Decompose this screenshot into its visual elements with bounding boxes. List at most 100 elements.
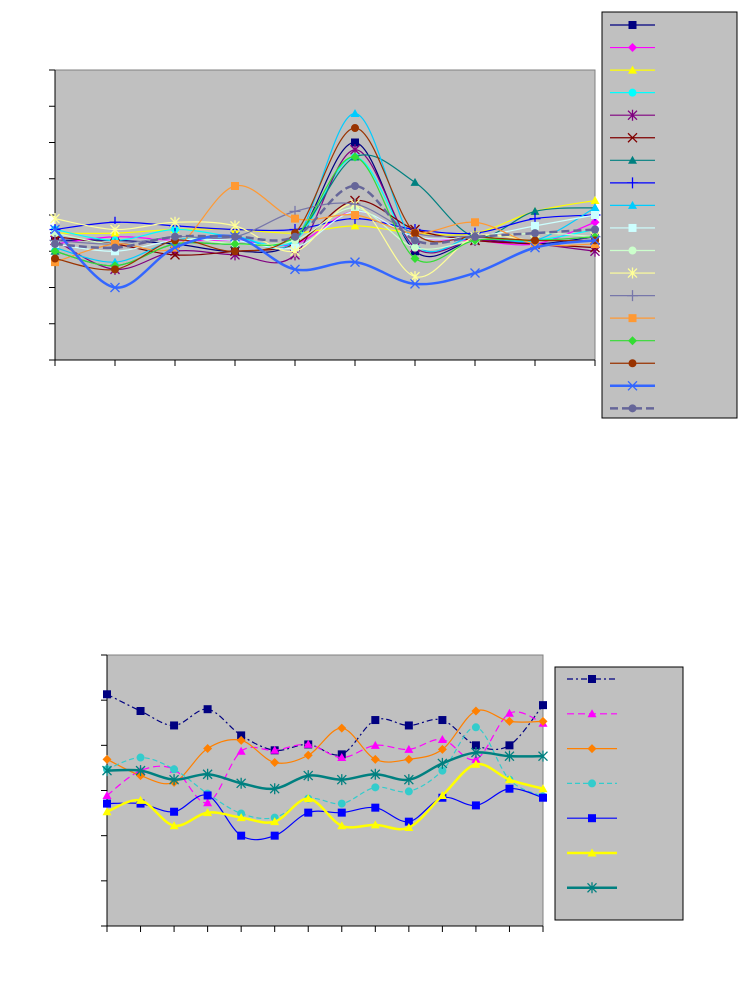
- marker: [590, 235, 600, 246]
- legend-entry: [610, 267, 655, 279]
- marker: [51, 240, 59, 248]
- marker: [627, 109, 638, 121]
- marker: [627, 380, 638, 391]
- marker: [370, 740, 380, 749]
- marker: [627, 132, 638, 143]
- marker: [438, 716, 447, 725]
- marker: [370, 820, 380, 829]
- legend-entry: [610, 132, 655, 143]
- marker: [587, 744, 597, 754]
- legend-entry: [610, 43, 655, 53]
- series-line: [54, 185, 596, 263]
- marker: [290, 245, 300, 257]
- marker: [337, 799, 346, 808]
- series-line: [54, 199, 596, 236]
- marker: [170, 216, 180, 228]
- legend-entry: [610, 200, 655, 209]
- marker: [539, 793, 547, 802]
- marker: [404, 823, 414, 832]
- marker: [410, 271, 420, 283]
- marker: [270, 745, 280, 754]
- marker: [410, 254, 420, 263]
- marker: [51, 254, 59, 263]
- marker: [588, 814, 596, 823]
- marker: [237, 831, 246, 840]
- marker: [504, 750, 515, 762]
- marker: [411, 236, 419, 245]
- marker: [111, 265, 119, 274]
- marker: [231, 247, 239, 256]
- marker: [111, 243, 119, 252]
- legend-entry: [567, 675, 617, 683]
- marker: [102, 807, 112, 816]
- series: [102, 747, 548, 795]
- marker: [471, 723, 480, 732]
- marker: [531, 221, 539, 230]
- marker: [588, 779, 596, 788]
- legend-entry: [567, 779, 617, 788]
- marker: [203, 808, 213, 817]
- marker: [291, 214, 299, 223]
- marker: [628, 65, 637, 74]
- marker: [351, 182, 359, 190]
- series: [51, 182, 599, 252]
- marker: [202, 768, 213, 780]
- marker: [236, 813, 246, 822]
- legend-entry: [567, 709, 617, 718]
- marker: [230, 239, 240, 249]
- legend-entry: [567, 814, 617, 823]
- plot-area: [106, 654, 544, 927]
- marker: [628, 21, 637, 29]
- marker: [628, 336, 637, 346]
- legend-entry: [610, 155, 655, 164]
- marker: [371, 716, 380, 725]
- series-line: [54, 210, 596, 252]
- marker: [471, 801, 480, 810]
- marker: [627, 267, 638, 279]
- legend-entry: [567, 882, 617, 894]
- marker: [170, 249, 180, 260]
- marker: [471, 218, 479, 227]
- legend-entry: [610, 359, 655, 368]
- marker: [371, 783, 380, 792]
- series-line: [54, 214, 596, 235]
- marker: [231, 182, 239, 190]
- legend-entry: [610, 223, 655, 232]
- marker: [136, 707, 145, 716]
- series: [50, 152, 600, 271]
- legend-entry: [610, 246, 655, 255]
- marker: [350, 152, 360, 162]
- legend-entry: [610, 65, 655, 74]
- marker: [627, 290, 638, 302]
- marker: [291, 232, 299, 241]
- marker: [627, 177, 638, 189]
- marker: [470, 268, 480, 278]
- series-line: [106, 751, 544, 791]
- marker: [350, 109, 360, 117]
- marker: [587, 882, 597, 894]
- marker: [136, 753, 145, 762]
- legend-entry: [610, 336, 655, 346]
- marker: [337, 753, 347, 762]
- marker: [135, 765, 146, 777]
- marker: [403, 774, 414, 786]
- marker: [587, 709, 597, 718]
- marker: [303, 770, 314, 782]
- marker: [170, 765, 179, 774]
- marker: [236, 746, 246, 755]
- marker: [628, 223, 637, 232]
- marker: [50, 224, 60, 235]
- marker: [203, 743, 213, 753]
- marker: [590, 196, 600, 204]
- marker: [370, 754, 380, 764]
- marker: [350, 257, 360, 268]
- marker: [628, 359, 637, 368]
- marker: [304, 808, 313, 817]
- marker: [103, 690, 111, 699]
- marker: [110, 224, 120, 235]
- marker: [203, 791, 212, 800]
- marker: [471, 759, 481, 768]
- marker: [530, 206, 540, 215]
- marker: [103, 799, 111, 808]
- marker: [110, 282, 120, 293]
